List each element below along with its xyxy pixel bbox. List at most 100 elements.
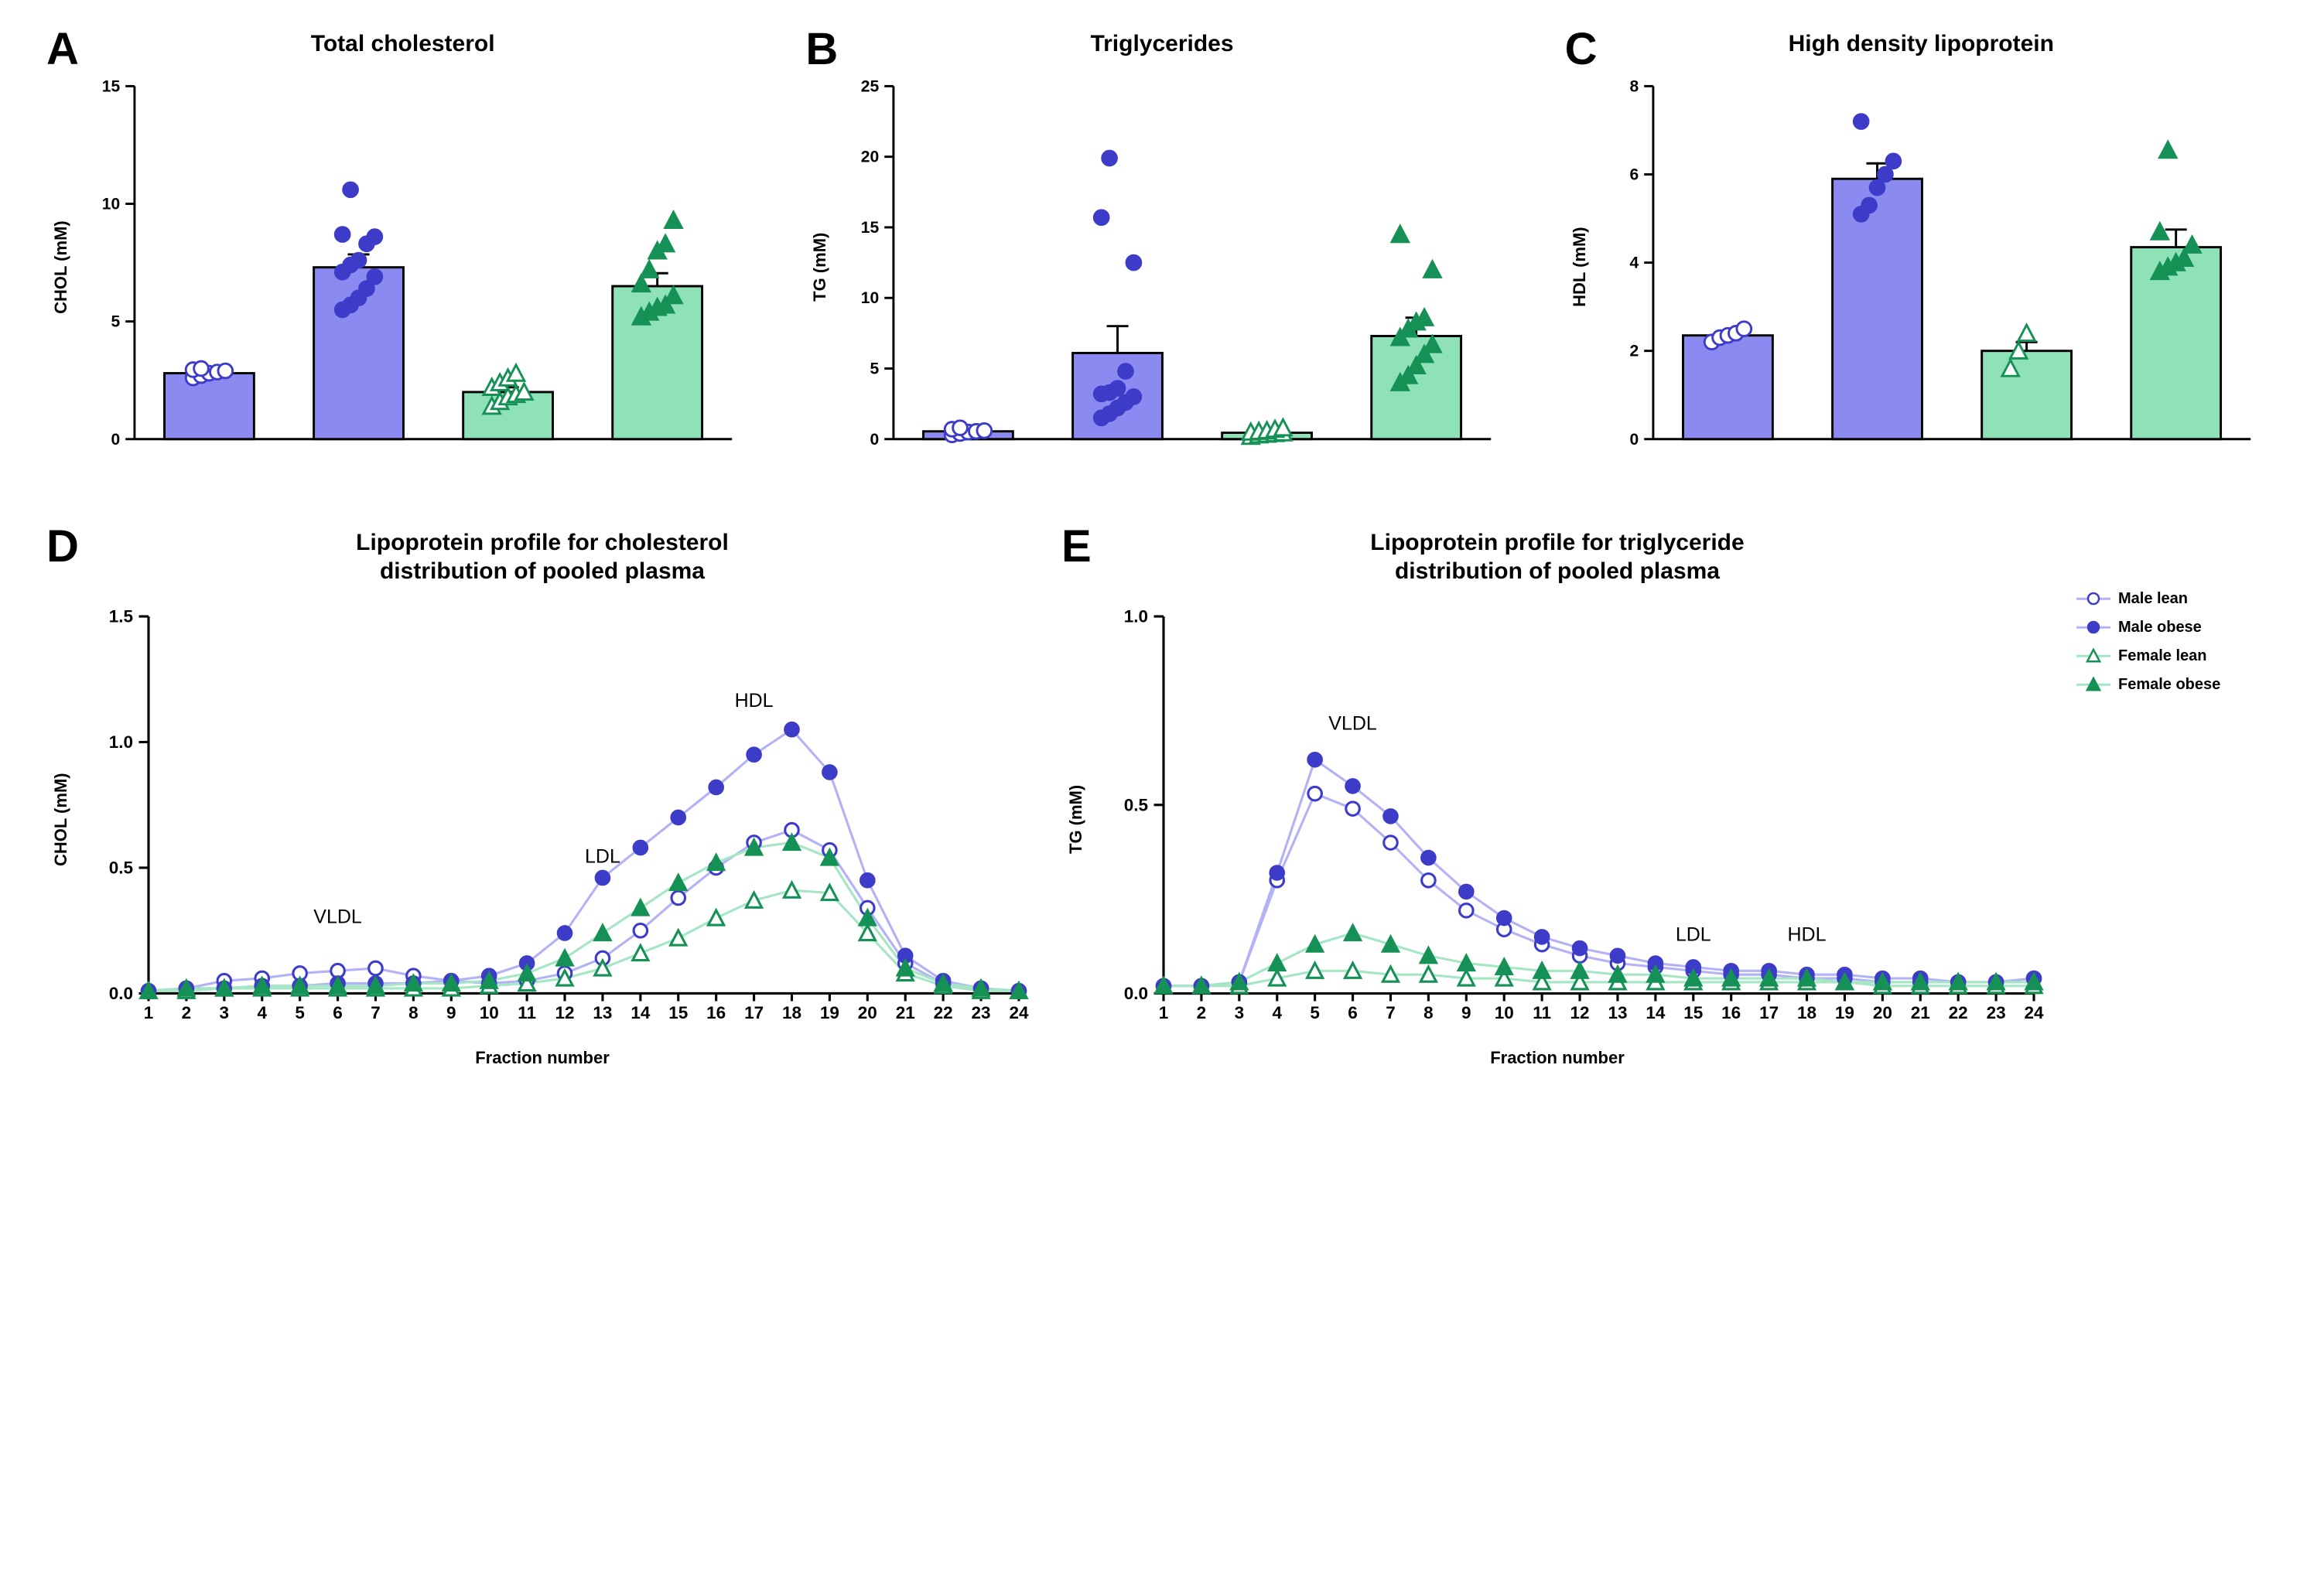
panel-D-xlabel: Fraction number (46, 1048, 1038, 1068)
panel-E-xlabel: Fraction number (1061, 1048, 2053, 1068)
svg-text:2: 2 (1629, 343, 1639, 360)
svg-text:6: 6 (1629, 166, 1639, 184)
panel-D-ylabel: CHOL (mM) (46, 597, 71, 1042)
svg-text:17: 17 (744, 1003, 764, 1022)
svg-text:15: 15 (668, 1003, 688, 1022)
panel-A-ylabel: CHOL (mM) (46, 68, 71, 466)
panel-letter-C: C (1565, 23, 1598, 75)
svg-text:10: 10 (1495, 1003, 1514, 1022)
panel-A-plot: 051015 (71, 68, 759, 466)
legend-label: Female lean (2118, 647, 2207, 665)
svg-text:VLDL: VLDL (313, 906, 362, 927)
svg-text:19: 19 (820, 1003, 839, 1022)
row2: D Lipoprotein profile for cholesteroldis… (46, 528, 2278, 1068)
svg-text:23: 23 (972, 1003, 991, 1022)
svg-text:9: 9 (446, 1003, 456, 1022)
svg-text:0.0: 0.0 (109, 984, 133, 1003)
svg-text:14: 14 (1646, 1003, 1666, 1022)
svg-text:4: 4 (1629, 254, 1639, 272)
svg-text:13: 13 (593, 1003, 612, 1022)
svg-text:10: 10 (861, 289, 879, 307)
panel-B-ylabel: TG (mM) (805, 68, 830, 466)
svg-text:8: 8 (1423, 1003, 1434, 1022)
panel-D-svg: 0.00.51.01.51234567891011121314151617181… (71, 597, 1038, 1042)
panel-D-plot: 0.00.51.01.51234567891011121314151617181… (71, 597, 1038, 1042)
panel-E-ylabel: TG (mM) (1061, 597, 1086, 1042)
svg-text:19: 19 (1835, 1003, 1854, 1022)
svg-text:1: 1 (144, 1003, 154, 1022)
svg-text:1.0: 1.0 (1124, 606, 1148, 626)
legend-item: Male obese (2076, 619, 2278, 637)
svg-text:3: 3 (220, 1003, 230, 1022)
svg-text:24: 24 (2024, 1003, 2044, 1022)
svg-text:4: 4 (1272, 1003, 1282, 1022)
svg-text:15: 15 (861, 219, 880, 237)
panel-A: A Total cholesterol CHOL (mM) 051015 (46, 31, 759, 466)
legend: Male lean Male obese Female lean Female obe… (2076, 528, 2278, 705)
svg-text:HDL: HDL (1787, 923, 1826, 945)
svg-text:0: 0 (111, 431, 120, 449)
panel-letter-D: D (46, 520, 79, 572)
svg-text:15: 15 (1683, 1003, 1703, 1022)
svg-text:6: 6 (1348, 1003, 1358, 1022)
panel-A-svg: 051015 (71, 68, 759, 466)
svg-text:15: 15 (102, 77, 121, 95)
svg-text:11: 11 (1533, 1003, 1551, 1022)
legend-item: Female lean (2076, 647, 2278, 665)
svg-text:22: 22 (1949, 1003, 1968, 1022)
svg-text:LDL: LDL (585, 845, 620, 867)
svg-text:16: 16 (1721, 1003, 1741, 1022)
svg-text:18: 18 (782, 1003, 801, 1022)
svg-text:11: 11 (518, 1003, 536, 1022)
svg-text:10: 10 (480, 1003, 499, 1022)
panel-B-title: Triglycerides (805, 31, 1518, 57)
svg-text:23: 23 (1987, 1003, 2006, 1022)
panel-letter-B: B (805, 23, 838, 75)
svg-text:7: 7 (1386, 1003, 1396, 1022)
legend-label: Male lean (2118, 590, 2188, 608)
svg-text:0: 0 (1629, 431, 1639, 449)
svg-text:18: 18 (1797, 1003, 1816, 1022)
svg-text:12: 12 (555, 1003, 575, 1022)
svg-text:21: 21 (896, 1003, 915, 1022)
svg-text:1.5: 1.5 (109, 606, 133, 626)
panel-E-title: Lipoprotein profile for triglyceridedist… (1061, 528, 2053, 586)
panel-letter-E: E (1061, 520, 1092, 572)
svg-text:5: 5 (295, 1003, 305, 1022)
svg-text:7: 7 (371, 1003, 381, 1022)
panel-B: B Triglycerides TG (mM) 0510152025 (805, 31, 1518, 466)
panel-C-ylabel: HDL (mM) (1565, 68, 1590, 466)
svg-text:6: 6 (333, 1003, 343, 1022)
svg-text:24: 24 (1009, 1003, 1029, 1022)
svg-text:0.0: 0.0 (1124, 984, 1148, 1003)
svg-text:4: 4 (257, 1003, 267, 1022)
svg-text:8: 8 (1629, 77, 1639, 95)
panel-B-svg: 0 5 10 15 20 25 (830, 68, 1518, 466)
svg-text:1: 1 (1159, 1003, 1169, 1022)
svg-text:2: 2 (182, 1003, 192, 1022)
svg-text:20: 20 (861, 148, 879, 166)
svg-text:25: 25 (861, 77, 880, 95)
svg-text:14: 14 (631, 1003, 651, 1022)
panel-C-plot: 0 2 4 6 8 (1590, 68, 2278, 466)
svg-text:17: 17 (1759, 1003, 1779, 1022)
svg-text:9: 9 (1461, 1003, 1471, 1022)
svg-text:5: 5 (1310, 1003, 1320, 1022)
svg-text:0.5: 0.5 (109, 858, 133, 877)
panel-E-svg: 0.00.51.01234567891011121314151617181920… (1086, 597, 2053, 1042)
svg-text:HDL: HDL (735, 690, 774, 712)
svg-text:22: 22 (934, 1003, 953, 1022)
panel-D-title: Lipoprotein profile for cholesteroldistr… (46, 528, 1038, 586)
svg-text:21: 21 (1911, 1003, 1930, 1022)
legend-item: Female obese (2076, 676, 2278, 694)
panel-C: C High density lipoprotein HDL (mM) 0246… (1565, 31, 2278, 466)
panel-D: D Lipoprotein profile for cholesteroldis… (46, 528, 1038, 1068)
svg-text:5: 5 (111, 313, 120, 331)
svg-text:LDL: LDL (1676, 923, 1711, 945)
svg-text:5: 5 (870, 360, 880, 378)
panel-E-plot: 0.00.51.01234567891011121314151617181920… (1086, 597, 2053, 1042)
svg-text:0: 0 (870, 431, 880, 449)
legend-label: Male obese (2118, 619, 2202, 637)
panel-E: E Lipoprotein profile for triglyceridedi… (1061, 528, 2053, 1068)
svg-text:0.5: 0.5 (1124, 795, 1148, 814)
